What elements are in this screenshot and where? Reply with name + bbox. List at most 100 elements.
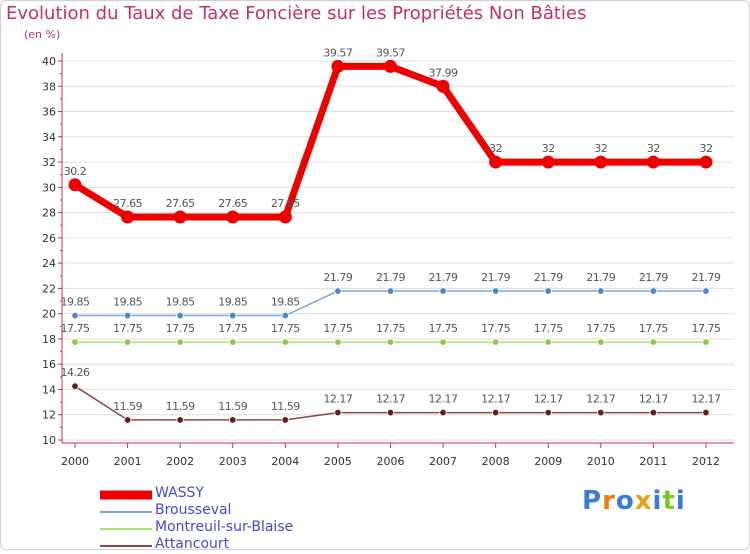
chart-subtitle: (en %) <box>24 28 61 41</box>
data-point <box>176 311 184 320</box>
data-point <box>489 155 503 169</box>
data-point <box>699 155 713 169</box>
data-point <box>334 338 342 346</box>
x-tick-label: 2001 <box>114 455 142 468</box>
data-point <box>597 287 605 295</box>
x-tick-label: 2004 <box>271 455 299 468</box>
y-tick-label: 22 <box>42 282 56 295</box>
data-label: 39.57 <box>323 46 352 59</box>
x-tick-label: 2003 <box>219 455 247 468</box>
data-point <box>383 59 397 73</box>
chart-title: Evolution du Taux de Taxe Foncière sur l… <box>6 3 587 24</box>
data-point <box>71 311 79 320</box>
data-point <box>123 416 132 424</box>
data-label: 17.75 <box>534 322 563 335</box>
x-tick-label: 2002 <box>166 455 194 468</box>
data-label: 12.17 <box>376 393 405 406</box>
data-label: 17.75 <box>639 322 668 335</box>
data-point <box>439 287 447 295</box>
data-point <box>649 287 658 295</box>
y-tick-label: 34 <box>42 131 56 144</box>
data-point <box>334 287 342 295</box>
data-point <box>121 210 135 224</box>
data-point <box>123 338 132 346</box>
data-label: 21.79 <box>534 271 563 284</box>
data-point <box>173 210 187 224</box>
data-point <box>649 408 658 417</box>
x-tick-label: 2011 <box>639 455 667 468</box>
x-tick-label: 2000 <box>61 455 89 468</box>
proxiti-logo: Proxiti <box>582 486 686 516</box>
y-tick-label: 10 <box>42 434 56 447</box>
data-label: 11.59 <box>218 400 247 413</box>
data-label: 37.99 <box>429 66 458 79</box>
y-tick-label: 30 <box>42 181 56 194</box>
data-label: 17.75 <box>271 322 300 335</box>
data-point <box>491 287 500 295</box>
data-label: 12.17 <box>691 393 720 406</box>
data-label: 17.75 <box>166 322 195 335</box>
data-label: 17.75 <box>429 322 458 335</box>
axes: 10 12 14 16 18 20 22 24 26 28 30 32 34 36 38 40 2000 2001… <box>42 53 734 468</box>
legend-swatch-wassy <box>100 490 152 499</box>
data-point <box>281 338 290 346</box>
data-point <box>544 408 552 417</box>
data-label: 27.65 <box>166 197 195 210</box>
data-point <box>491 408 500 417</box>
y-tick-label: 36 <box>42 106 56 119</box>
x-tick-label: 2012 <box>692 455 720 468</box>
data-point <box>439 408 447 417</box>
x-tick-label: 2005 <box>324 455 352 468</box>
data-point <box>594 155 608 169</box>
data-point <box>278 210 292 224</box>
logo-letter: t <box>662 486 676 516</box>
y-tick-label: 20 <box>42 308 56 321</box>
data-label: 19.85 <box>166 296 195 309</box>
data-label: 21.79 <box>376 271 405 284</box>
data-point <box>229 416 237 424</box>
y-tick-label: 18 <box>42 333 56 346</box>
y-tick-label: 40 <box>42 55 56 68</box>
data-point <box>702 287 710 295</box>
x-tick-label: 2010 <box>587 455 615 468</box>
x-tick-label: 2007 <box>429 455 457 468</box>
legend-label: Attancourt <box>155 536 230 552</box>
data-label: 14.26 <box>61 366 90 379</box>
y-tick-label: 26 <box>42 232 56 245</box>
legend-label: Montreuil-sur-Blaise <box>155 519 294 535</box>
data-point <box>436 79 450 93</box>
logo-letter: r <box>602 486 616 516</box>
series-lines <box>68 59 713 424</box>
data-label: 12.17 <box>481 393 510 406</box>
data-point <box>544 338 552 346</box>
x-tick-label: 2006 <box>376 455 404 468</box>
data-point <box>71 382 79 390</box>
data-label: 12.17 <box>323 393 352 406</box>
data-label: 17.75 <box>61 322 90 335</box>
legend-label: WASSY <box>155 485 204 501</box>
y-tick-label: 14 <box>42 383 56 396</box>
legend-swatch-brousseval <box>100 510 152 513</box>
data-label: 19.85 <box>218 296 247 309</box>
legend-label: Brousseval <box>155 502 232 518</box>
data-label: 12.17 <box>586 393 615 406</box>
data-label: 21.79 <box>639 271 668 284</box>
logo-letter: x <box>634 486 653 516</box>
data-label: 17.75 <box>323 322 352 335</box>
data-label: 19.85 <box>113 296 142 309</box>
data-label: 32 <box>594 142 607 155</box>
data-label: 12.17 <box>639 393 668 406</box>
data-label: 39.57 <box>376 46 405 59</box>
data-point <box>649 338 658 346</box>
data-point <box>71 338 79 346</box>
data-point <box>331 59 345 73</box>
legend-swatch-attancourt <box>100 544 152 547</box>
data-label: 27.65 <box>113 197 142 210</box>
x-tick-label: 2008 <box>482 455 510 468</box>
data-point <box>68 178 82 192</box>
data-point <box>702 338 710 346</box>
data-point <box>281 416 290 424</box>
data-point <box>386 338 395 346</box>
y-tick-label: 38 <box>42 80 56 93</box>
